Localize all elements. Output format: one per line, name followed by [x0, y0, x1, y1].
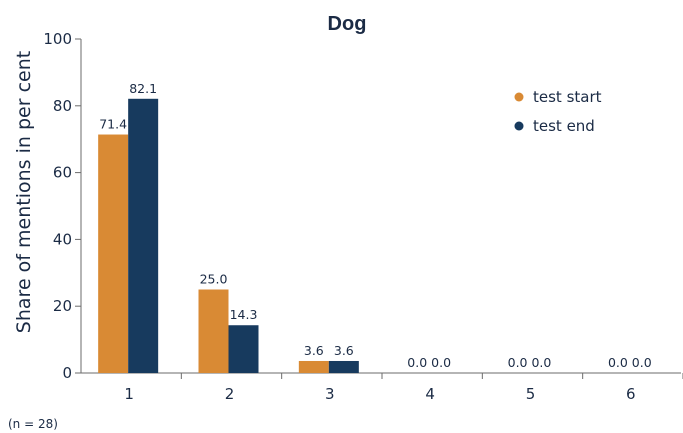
y-tick-label: 0	[62, 364, 72, 382]
x-axis-ticks: 1 2 3 4 5 6	[124, 373, 683, 403]
y-tick-label: 80	[53, 97, 72, 115]
legend-label: test start	[533, 88, 602, 106]
data-label: 0.0 0.0	[608, 355, 652, 370]
bar	[228, 325, 259, 373]
data-label: 25.0	[200, 272, 228, 287]
data-label: 71.4	[99, 117, 127, 132]
bar	[198, 289, 229, 373]
y-axis-label: Share of mentions in per cent	[13, 51, 35, 333]
data-label: 0.0 0.0	[407, 355, 451, 370]
x-tick-label: 1	[124, 385, 134, 403]
x-tick-label: 6	[626, 385, 636, 403]
bar	[128, 98, 159, 373]
data-label: 0.0 0.0	[508, 355, 552, 370]
x-tick-label: 3	[325, 385, 335, 403]
y-axis-ticks: 0 20 40 60 80 100	[43, 30, 81, 382]
bars-group	[98, 98, 359, 373]
x-tick-label: 4	[425, 385, 435, 403]
legend-swatch	[514, 92, 524, 102]
data-label: 14.3	[230, 307, 258, 322]
x-tick-label: 2	[225, 385, 235, 403]
value-labels: 71.4 82.1 25.0 14.3 3.6 3.6 0.0 0.0 0.0 0.0 0.0 …	[99, 81, 652, 370]
y-tick-label: 60	[53, 164, 72, 182]
x-tick-label: 5	[526, 385, 536, 403]
data-label: 82.1	[129, 81, 157, 96]
y-tick-label: 100	[43, 30, 72, 48]
bar	[98, 134, 129, 373]
chart-title: Dog	[328, 13, 367, 35]
data-label: 3.6	[334, 343, 354, 358]
legend: test start test end	[514, 88, 602, 135]
sample-size-note: (n = 28)	[8, 417, 58, 431]
bar	[328, 360, 359, 373]
y-tick-label: 40	[53, 230, 72, 248]
legend-label: test end	[533, 117, 595, 135]
y-tick-label: 20	[53, 297, 72, 315]
legend-swatch	[514, 121, 524, 131]
data-label: 3.6	[304, 343, 324, 358]
bar	[298, 360, 329, 373]
